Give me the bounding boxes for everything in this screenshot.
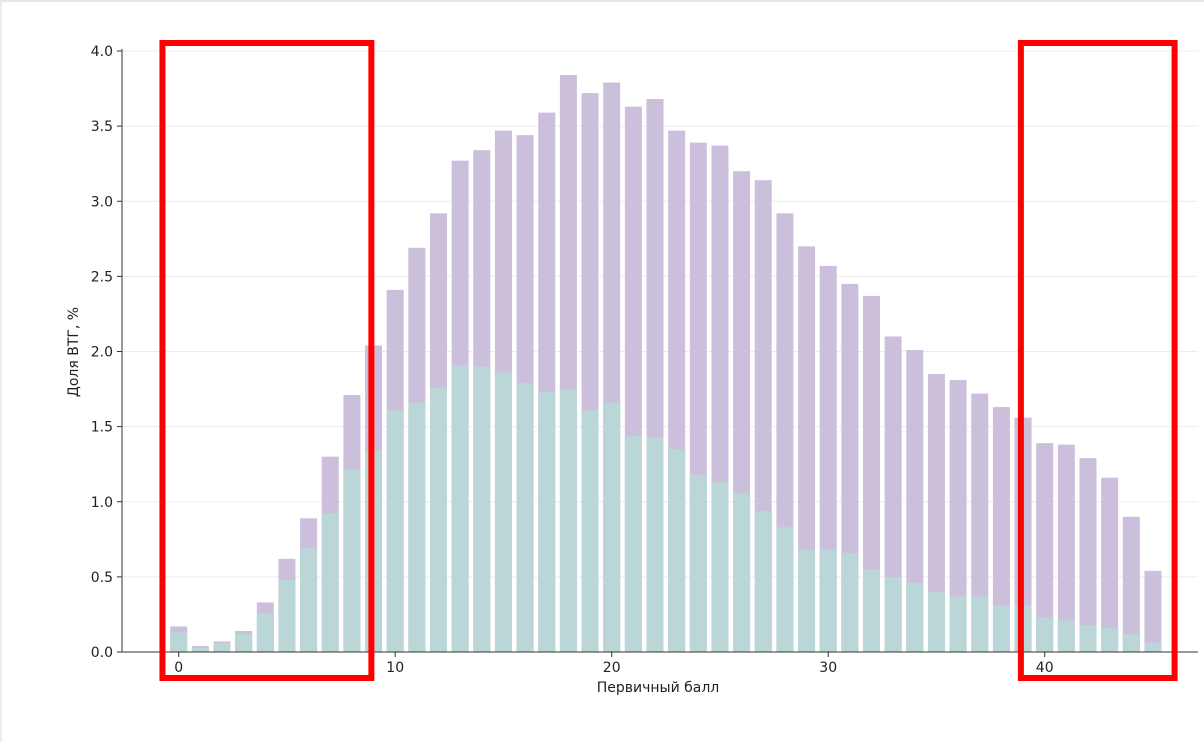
bar-series2-x20 [603,402,621,652]
bar-series2-x31 [841,552,859,652]
bar-series2-x34 [906,582,924,652]
bar-series2-x15 [494,372,512,652]
bar-series2-x28 [776,527,794,652]
bar-series2-x4 [256,612,274,652]
x-tick-label: 30 [819,660,837,676]
bar-series2-x1 [191,647,209,652]
bar-series2-x2 [213,642,231,652]
bar-series2-x24 [689,474,707,652]
bar-series2-x33 [884,576,902,653]
bar-series2-x32 [863,569,880,652]
bar-series1-x38 [992,407,1010,652]
bar-series2-x30 [819,549,837,652]
bar-series2-x19 [581,410,599,652]
x-axis-ticks: 0 10 20 30 40 [174,652,1054,676]
bar-series1-x36 [949,380,967,652]
bar-series2-x10 [386,410,404,652]
bar-series2-x12 [430,387,447,652]
y-tick-label: 3.5 [91,119,113,135]
bar-series1-x40 [1036,443,1054,652]
bar-series2-x0 [170,632,188,652]
y-tick-label: 2.5 [91,269,113,285]
x-tick-label: 20 [603,660,621,676]
bar-series2-x22 [646,437,664,652]
y-tick-label: 1.5 [91,420,113,436]
bar-series2-x36 [949,596,967,652]
y-tick-label: 0.5 [91,570,113,586]
bar-series2-x11 [408,402,426,652]
bar-series2-x7 [321,513,339,652]
bar-series2-x37 [971,596,989,652]
annotations-group [159,40,1178,681]
bar-series2-x5 [278,579,296,652]
highlight-box-2 [1017,40,1178,681]
bar-series2-x8 [343,468,361,652]
bar-series1-x43 [1101,477,1119,652]
bar-series2-x13 [451,365,469,652]
bar-series1-x35 [927,374,945,652]
y-tick-label: 1.0 [91,495,113,511]
bar-series2-x17 [538,392,556,652]
bar-series2-x38 [992,605,1010,652]
bar-series1-x45 [1144,570,1162,652]
bar-series1-x42 [1079,458,1097,652]
bar-series2-x14 [473,366,491,652]
bar-series2-x41 [1057,620,1075,652]
bar-series1-x41 [1057,444,1075,652]
bar-series1-x37 [971,393,989,652]
bar-series2-x40 [1036,617,1054,652]
bar-series2-x21 [624,435,642,652]
x-tick-label: 0 [174,660,183,676]
bar-series1-x34 [906,350,924,652]
bar-series1-x33 [884,336,902,652]
y-tick-label: 3.0 [91,194,113,210]
bar-series2-x35 [927,591,945,652]
bar-series2-x16 [516,383,534,652]
bar-series2-x29 [798,549,816,652]
x-tick-label: 10 [386,660,404,676]
bar-series1-x44 [1122,516,1140,652]
x-axis-label: Первичный балл [597,680,720,696]
bar-series2-x45 [1144,642,1162,652]
bar-series2-x25 [711,482,729,652]
bar-series2-x42 [1079,624,1097,652]
bar-series1-x32 [863,295,880,652]
y-axis-ticks: 0.0 0.5 1.0 1.5 2.0 2.5 3.0 3.5 4.0 [91,44,122,661]
bar-series2-x6 [300,548,318,652]
highlight-box-1 [159,40,375,681]
y-tick-label: 2.0 [91,345,113,361]
bar-series2-x23 [668,449,686,652]
bar-series2-x44 [1122,633,1140,652]
bar-series2-x27 [754,510,772,652]
y-axis-label: Доля ВТГ, % [66,307,82,397]
bar-series2-x26 [733,492,751,652]
bar-series2-x43 [1101,627,1119,652]
bars-group [170,75,1162,653]
x-tick-label: 40 [1036,660,1054,676]
y-tick-label: 4.0 [91,44,113,60]
bar-series2-x18 [559,389,577,652]
bar-series2-x3 [235,633,253,652]
y-tick-label: 0.0 [91,645,113,661]
